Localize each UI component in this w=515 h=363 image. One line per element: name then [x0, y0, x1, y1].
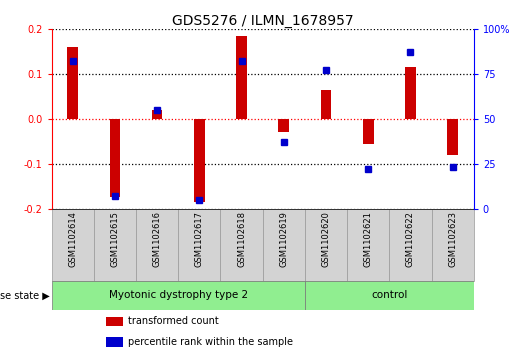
Text: GSM1102619: GSM1102619 — [279, 211, 288, 267]
Text: Myotonic dystrophy type 2: Myotonic dystrophy type 2 — [109, 290, 248, 300]
Text: GSM1102620: GSM1102620 — [321, 211, 331, 267]
Text: GSM1102621: GSM1102621 — [364, 211, 373, 267]
Bar — [52, 209, 94, 281]
Bar — [305, 281, 474, 310]
Text: GSM1102618: GSM1102618 — [237, 211, 246, 267]
Text: GSM1102617: GSM1102617 — [195, 211, 204, 267]
Text: GSM1102616: GSM1102616 — [152, 211, 162, 267]
Text: GSM1102615: GSM1102615 — [110, 211, 119, 267]
Text: GSM1102614: GSM1102614 — [68, 211, 77, 267]
Bar — [107, 317, 123, 326]
Bar — [279, 119, 289, 132]
Bar — [152, 110, 162, 119]
Bar — [236, 36, 247, 119]
Bar — [432, 209, 474, 281]
Bar — [220, 209, 263, 281]
Bar — [67, 47, 78, 119]
Text: control: control — [371, 290, 407, 300]
Bar — [263, 209, 305, 281]
Bar — [52, 281, 305, 310]
Title: GDS5276 / ILMN_1678957: GDS5276 / ILMN_1678957 — [172, 14, 353, 28]
Bar — [321, 90, 331, 119]
Bar — [178, 209, 220, 281]
Bar — [107, 338, 123, 347]
Bar — [389, 209, 432, 281]
Bar — [347, 209, 389, 281]
Bar — [405, 67, 416, 119]
Bar — [110, 119, 120, 197]
Bar — [305, 209, 347, 281]
Bar — [94, 209, 136, 281]
Bar — [448, 119, 458, 155]
Bar — [363, 119, 373, 144]
Text: percentile rank within the sample: percentile rank within the sample — [128, 337, 293, 347]
Text: GSM1102622: GSM1102622 — [406, 211, 415, 267]
Text: transformed count: transformed count — [128, 317, 218, 326]
Bar — [136, 209, 178, 281]
Text: GSM1102623: GSM1102623 — [448, 211, 457, 267]
Bar — [194, 119, 204, 202]
Text: disease state ▶: disease state ▶ — [0, 290, 49, 300]
